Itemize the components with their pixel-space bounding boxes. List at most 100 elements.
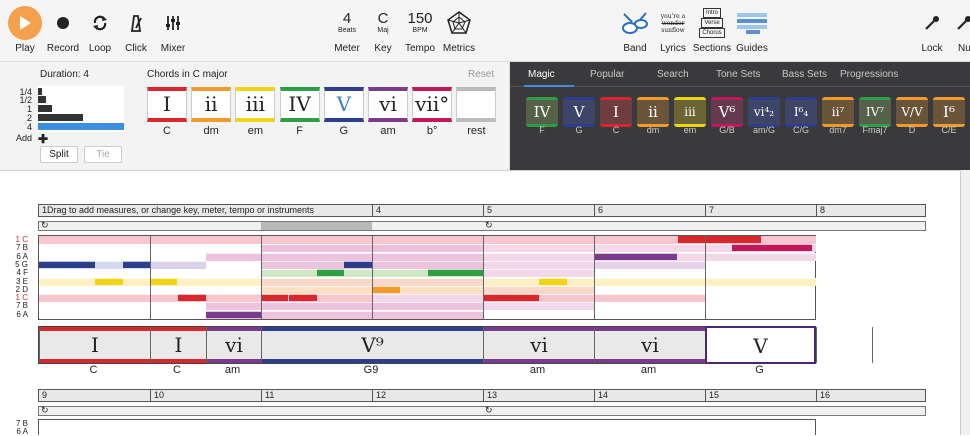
tab-bass-sets[interactable]: Bass Sets — [782, 69, 828, 80]
measure-header-row2[interactable]: 9 10 11 12 13 14 15 16 — [38, 389, 926, 402]
chord-block[interactable]: V — [705, 326, 816, 364]
nu-icon — [957, 16, 970, 30]
melody-note[interactable] — [372, 285, 400, 293]
tab-popular[interactable]: Popular — [590, 69, 625, 80]
chord-tile-name: G — [339, 125, 349, 137]
chord-name: C — [173, 364, 181, 376]
scrollbar[interactable] — [960, 170, 970, 435]
chord-tile[interactable]: V — [323, 87, 364, 122]
click-button[interactable]: Click — [120, 0, 152, 62]
duration-option[interactable]: 1/2 — [19, 95, 32, 105]
melody-lane — [483, 302, 594, 311]
add-plus-icon[interactable]: ✚ — [38, 132, 49, 146]
meter-button[interactable]: 4 Beats Meter — [334, 10, 360, 54]
add-label[interactable]: Add — [15, 133, 32, 143]
melody-lane — [206, 252, 261, 261]
duration-option[interactable]: 4 — [26, 122, 32, 132]
magic-chord-tile[interactable]: ii⁷ — [822, 97, 854, 127]
chord-tile[interactable]: IV — [279, 87, 320, 122]
tempo-button[interactable]: 150 BPM Tempo — [404, 10, 435, 54]
duration-option[interactable]: 1/4 — [19, 87, 32, 97]
key-button[interactable]: C Maj Key — [374, 10, 392, 54]
tie-button[interactable]: Tie — [84, 146, 122, 163]
band-button[interactable]: Band — [618, 0, 652, 62]
loop-row[interactable]: ↻ ↻ — [38, 220, 926, 231]
melody-note[interactable] — [678, 236, 706, 243]
melody-note[interactable] — [760, 244, 812, 252]
loop-button[interactable]: Loop — [83, 0, 117, 62]
magic-chord-tile[interactable]: V/V — [896, 97, 928, 127]
reset-button[interactable]: Reset — [468, 69, 495, 80]
split-button[interactable]: Split — [40, 146, 78, 163]
metrics-button[interactable]: Metrics — [440, 0, 478, 62]
chord-tile[interactable]: vii° — [412, 87, 453, 122]
melody-note[interactable] — [344, 260, 372, 268]
melody-note[interactable] — [706, 236, 761, 243]
melody-note[interactable] — [206, 310, 261, 318]
melody-note[interactable] — [539, 277, 567, 285]
melody-note[interactable] — [483, 294, 511, 302]
melody-note[interactable] — [732, 244, 760, 252]
melody-note[interactable] — [150, 277, 177, 285]
loop-row-2[interactable]: ↻ ↻ — [38, 405, 926, 416]
melody-note[interactable] — [511, 294, 539, 302]
chord-tile[interactable]: vi — [368, 87, 408, 122]
chord-block[interactable]: vi — [594, 327, 705, 363]
measure-header[interactable]: 1Drag to add measures, or change key, me… — [38, 204, 926, 217]
melody-lane — [39, 294, 150, 303]
mixer-button[interactable]: Mixer — [155, 0, 191, 62]
play-button[interactable]: Play — [5, 0, 45, 62]
melody-note[interactable] — [95, 277, 123, 285]
melody-grid-row2[interactable] — [38, 419, 816, 435]
magic-chord-tile[interactable]: IV⁷ — [859, 97, 891, 127]
loop-region[interactable] — [261, 222, 372, 230]
chord-block[interactable]: I — [39, 327, 150, 363]
melody-note[interactable] — [317, 269, 344, 277]
chord-block[interactable]: V⁹ — [261, 327, 483, 363]
chord-block[interactable]: vi — [206, 327, 261, 363]
duration-option[interactable]: 2 — [26, 113, 32, 123]
melody-note[interactable] — [261, 294, 288, 302]
magic-chord-tile[interactable]: V — [563, 97, 595, 127]
lyrics-button[interactable]: you're a wonder sunflow Lyrics — [655, 0, 691, 62]
measure-number: 9 — [42, 390, 48, 400]
magic-chord-tile[interactable]: I — [600, 97, 632, 127]
melody-note[interactable] — [39, 260, 95, 268]
chord-color-bar — [595, 327, 705, 331]
chord-block[interactable]: vi — [483, 327, 594, 363]
chord-tile[interactable] — [456, 87, 497, 122]
magic-chord-tile[interactable]: I⁶₄ — [785, 97, 817, 127]
chord-tile-name: am — [380, 125, 396, 137]
sections-button[interactable]: Intro Verse Chorus Sections — [692, 8, 732, 54]
tab-progressions[interactable]: Progressions — [840, 69, 899, 80]
duration-option[interactable]: 1 — [26, 104, 32, 114]
chord-tile[interactable]: I — [147, 87, 187, 122]
melody-note[interactable] — [428, 269, 483, 277]
melody-grid[interactable] — [38, 235, 816, 320]
melody-lane — [39, 277, 150, 286]
magic-chord-tile[interactable]: I⁶ — [933, 97, 965, 127]
melody-lane — [483, 277, 594, 286]
tab-tone-sets[interactable]: Tone Sets — [716, 69, 761, 80]
magic-chord-tile[interactable]: IV — [526, 97, 558, 127]
lock-button[interactable]: Lock — [915, 0, 949, 62]
tab-search[interactable]: Search — [657, 69, 689, 80]
melody-note[interactable] — [123, 260, 150, 268]
chord-tile[interactable]: ii — [191, 87, 232, 122]
loop-icon — [93, 15, 107, 31]
guides-button[interactable]: Guides — [734, 0, 770, 62]
melody-note[interactable] — [649, 252, 677, 260]
melody-note[interactable] — [178, 294, 206, 302]
chord-tile[interactable]: iii — [235, 87, 276, 122]
chord-block[interactable]: I — [150, 327, 206, 363]
melody-note[interactable] — [289, 294, 317, 302]
magic-chord-tile[interactable]: iii — [674, 97, 706, 127]
magic-chord-tile[interactable]: V⁶ — [711, 97, 743, 127]
melody-note[interactable] — [594, 252, 649, 260]
nu-button[interactable]: Nu — [952, 0, 970, 62]
tab-magic[interactable]: Magic — [528, 69, 555, 80]
magic-chord-tile[interactable]: vi⁴₂ — [748, 97, 780, 127]
record-button[interactable]: Record — [44, 0, 82, 62]
magic-chord-tile[interactable]: ii — [637, 97, 669, 127]
